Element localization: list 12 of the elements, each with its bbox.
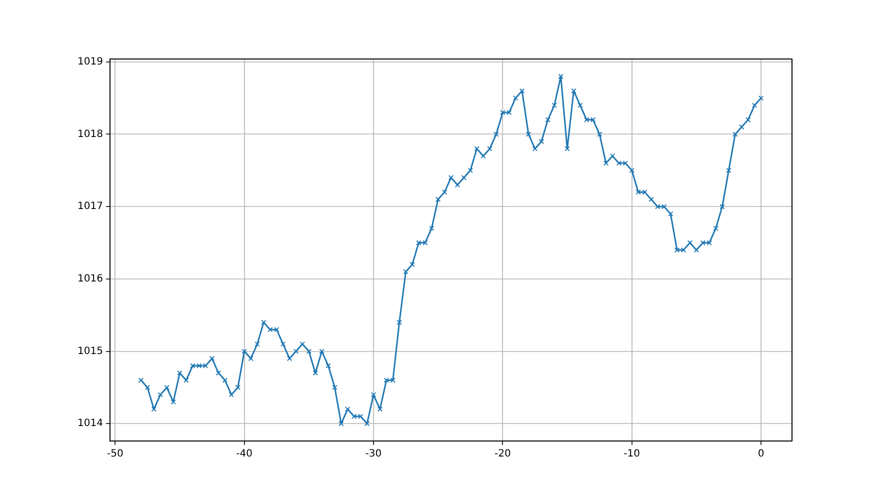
y-tick-label: 1016 — [78, 274, 103, 285]
x-tick-label: -20 — [494, 448, 511, 460]
y-tick-label: 1017 — [78, 201, 103, 212]
x-tick-label: -30 — [365, 448, 382, 460]
x-tick-label: -50 — [106, 448, 124, 460]
x-tick-label: -40 — [236, 448, 253, 460]
y-tick-label: 1014 — [78, 418, 103, 430]
y-tick-label: 1019 — [78, 56, 103, 68]
y-tick-label: 1015 — [78, 346, 103, 357]
x-tick-label: -10 — [624, 448, 640, 460]
x-tick-label: 0 — [758, 448, 764, 460]
y-tick-label: 1018 — [78, 128, 103, 140]
